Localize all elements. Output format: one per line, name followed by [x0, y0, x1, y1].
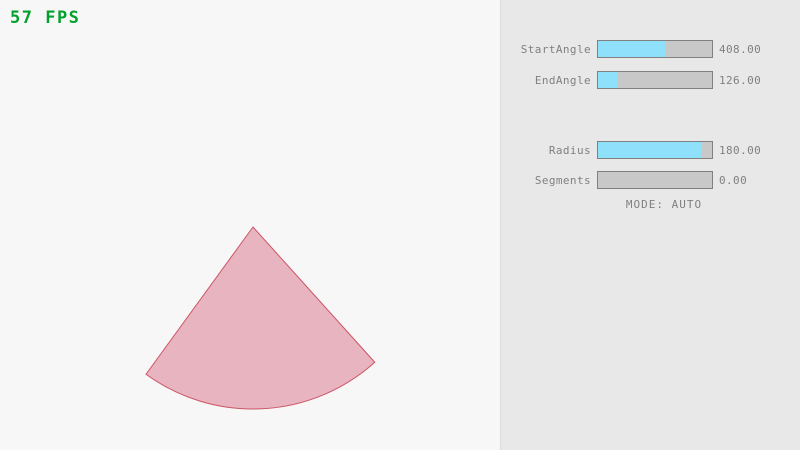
shape-canvas: [145, 226, 376, 410]
canvas-viewport[interactable]: 57 FPS: [0, 0, 500, 450]
slider-row-segments: Segments 0.00: [501, 171, 800, 189]
slider-label-segments: Segments: [534, 173, 591, 187]
slider-value-startangle: 408.00: [719, 42, 762, 56]
mode-readout: MODE: AUTO: [625, 198, 703, 211]
slider-row-radius: Radius 180.00: [501, 141, 800, 159]
slider-track-segments[interactable]: [597, 171, 713, 189]
slider-row-startangle: StartAngle 408.00: [501, 40, 800, 58]
fps-counter: 57 FPS: [10, 8, 81, 28]
slider-fill-startangle: [598, 41, 666, 57]
slider-fill-radius: [598, 142, 702, 158]
slider-label-startangle: StartAngle: [520, 42, 591, 56]
slider-value-radius: 180.00: [719, 143, 762, 157]
slider-fill-endangle: [598, 72, 618, 88]
slider-label-radius: Radius: [548, 143, 591, 157]
slider-track-startangle[interactable]: [597, 40, 713, 58]
slider-track-radius[interactable]: [597, 141, 713, 159]
slider-row-endangle: EndAngle 126.00: [501, 71, 800, 89]
slider-value-endangle: 126.00: [719, 73, 762, 87]
slider-label-endangle: EndAngle: [534, 73, 591, 87]
slider-value-segments: 0.00: [719, 173, 748, 187]
slider-track-endangle[interactable]: [597, 71, 713, 89]
control-panel: StartAngle 408.00 EndAngle 126.00 Radius…: [500, 0, 800, 450]
pac-arc-shape[interactable]: [145, 226, 376, 410]
